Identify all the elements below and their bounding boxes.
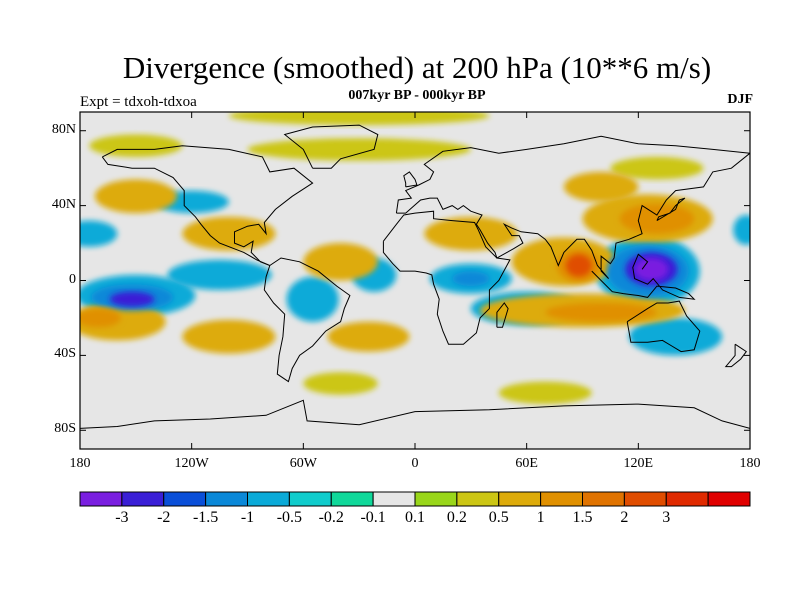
chart-subtitle: 007kyr BP - 000kyr BP [348,88,486,103]
colorbar-swatch-4 [247,491,290,507]
colorbar-label-12: 2 [620,509,629,526]
lat-label-4: 80S [54,421,76,437]
coast-indonesia [591,253,696,300]
colorbar-swatch-12 [582,491,625,507]
colorbar-label-11: 1.5 [572,509,593,526]
experiment-label: Expt = tdxoh-tdxoa [80,94,197,110]
divergence-blob-25 [94,179,177,214]
colorbar-swatch-11 [540,491,583,507]
divergence-field [80,112,750,405]
colorbar-swatch-14 [665,491,709,507]
colorbar-label-0: -3 [115,509,129,526]
colorbar-swatch-6 [330,491,374,507]
colorbar-label-5: -0.2 [318,509,344,526]
lon-label-5: 120E [623,456,654,471]
divergence-blob-1 [89,134,183,157]
divergence-blob-10 [167,259,272,290]
coast-eurasia-africa [395,135,750,279]
coast-africa [382,210,511,345]
colorbar-swatch-3 [205,491,248,507]
colorbar-swatch-9 [456,491,500,507]
colorbar-label-4: -0.5 [276,509,303,526]
divergence-blob-38 [634,258,669,281]
divergence-blob-36 [109,291,155,307]
divergence-blob-2 [610,156,704,180]
divergence-blob-30 [452,271,490,287]
lon-label-2: 60W [289,456,317,471]
lon-label-1: 120W [174,456,209,471]
colorbar-label-3: -1 [240,509,255,526]
colorbar-label-6: -0.1 [360,509,386,526]
divergence-blob-24 [182,216,276,251]
coast-north-america [101,145,314,266]
lon-label-3: 0 [411,456,419,471]
lat-label-0: 80N [51,121,76,137]
colorbar-label-13: 3 [662,509,671,526]
coastlines [80,124,750,429]
lat-label-3: 40S [54,346,76,362]
divergence-blob-15 [629,317,723,356]
lon-label-4: 60E [515,456,538,471]
colorbar-label-9: 0.5 [488,509,509,526]
colorbar-swatch-7 [372,491,416,507]
colorbar-swatch-10 [498,491,542,507]
divergence-blob-37 [565,254,592,277]
colorbar-label-8: 0.2 [446,509,467,526]
coast-japan [656,197,686,222]
colorbar-label-10: 1 [536,509,545,526]
divergence-blob-4 [498,381,592,405]
colorbar-swatch-8 [414,491,458,507]
divergence-blob-0 [247,138,471,161]
lat-label-1: 40N [51,196,76,212]
lon-label-0: 180 [69,456,91,471]
divergence-blob-23 [303,243,378,281]
chart-title: Divergence (smoothed) at 200 hPa (10**6 … [122,50,712,85]
colorbar-label-2: -1.5 [192,509,219,526]
coast-australia [626,300,701,353]
divergence-blob-32 [619,203,695,234]
divergence-blob-34 [80,308,121,328]
colorbar-swatch-0 [79,491,123,507]
divergence-blob-26 [424,216,518,251]
colorbar [79,491,751,507]
coast-greenland [283,124,379,169]
coast-south-america [263,257,351,383]
divergence-blob-21 [182,319,276,354]
colorbar-swatch-15 [707,491,751,507]
colorbar-label-7: 0.1 [405,509,425,526]
divergence-blob-11 [286,276,339,322]
divergence-blob-33 [545,302,657,322]
divergence-blob-27 [563,171,639,202]
lon-label-6: 180 [739,456,761,471]
divergence-blob-22 [327,321,410,352]
divergence-blob-9 [733,214,750,245]
coast-new-zealand [724,343,748,368]
coast-madagascar [496,302,509,328]
colorbar-swatch-1 [121,491,165,507]
colorbar-swatch-13 [623,491,667,507]
season-label: DJF [727,92,753,107]
colorbar-swatch-5 [288,491,332,507]
colorbar-swatch-2 [163,491,207,507]
lat-label-2: 0 [69,271,76,287]
coast-uk [403,171,418,188]
colorbar-label-1: -2 [157,509,171,526]
divergence-blob-5 [303,372,378,395]
axis-ticks [79,112,751,449]
divergence-blob-3 [228,112,490,126]
coast-antarctica [80,399,750,429]
divergence-blob-8 [80,220,118,247]
